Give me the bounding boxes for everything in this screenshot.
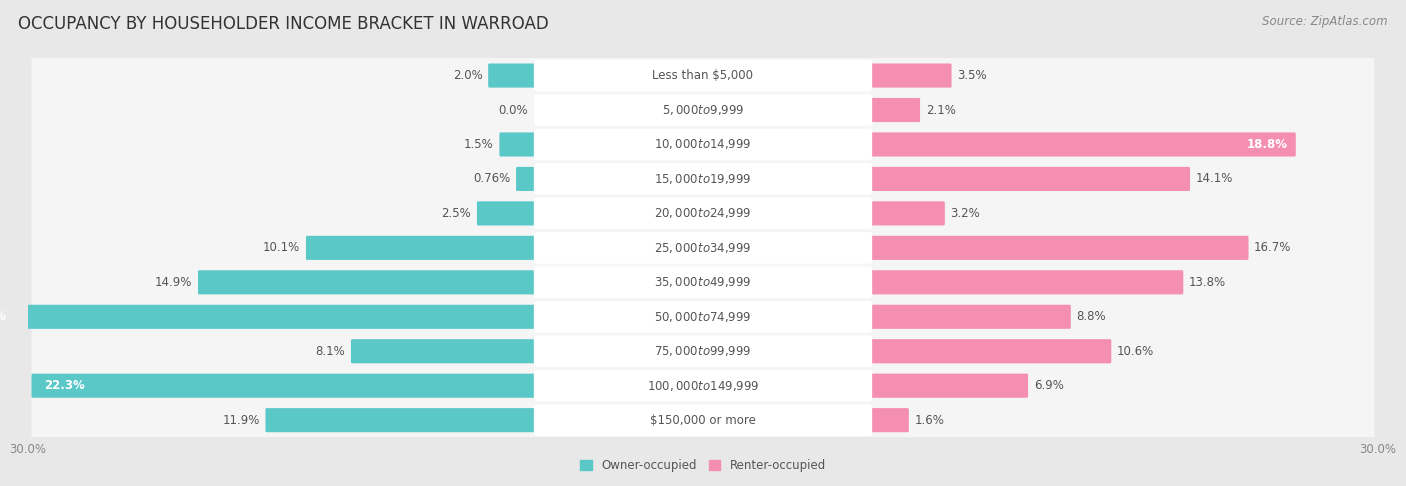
Text: $150,000 or more: $150,000 or more — [650, 414, 756, 427]
Text: $75,000 to $99,999: $75,000 to $99,999 — [654, 344, 752, 358]
FancyBboxPatch shape — [31, 227, 1375, 269]
FancyBboxPatch shape — [352, 339, 536, 364]
Text: 13.8%: 13.8% — [1189, 276, 1226, 289]
Text: $10,000 to $14,999: $10,000 to $14,999 — [654, 138, 752, 152]
FancyBboxPatch shape — [870, 305, 1071, 329]
Text: $15,000 to $19,999: $15,000 to $19,999 — [654, 172, 752, 186]
FancyBboxPatch shape — [870, 167, 1189, 191]
Text: 0.0%: 0.0% — [498, 104, 527, 117]
Text: $20,000 to $24,999: $20,000 to $24,999 — [654, 207, 752, 220]
FancyBboxPatch shape — [31, 330, 1375, 372]
FancyBboxPatch shape — [31, 374, 536, 398]
FancyBboxPatch shape — [534, 163, 872, 195]
FancyBboxPatch shape — [870, 98, 920, 122]
Text: Source: ZipAtlas.com: Source: ZipAtlas.com — [1263, 15, 1388, 28]
Text: OCCUPANCY BY HOUSEHOLDER INCOME BRACKET IN WARROAD: OCCUPANCY BY HOUSEHOLDER INCOME BRACKET … — [18, 15, 548, 33]
Text: $50,000 to $74,999: $50,000 to $74,999 — [654, 310, 752, 324]
FancyBboxPatch shape — [198, 270, 536, 295]
FancyBboxPatch shape — [488, 64, 536, 87]
Text: 1.6%: 1.6% — [914, 414, 945, 427]
Text: Less than $5,000: Less than $5,000 — [652, 69, 754, 82]
FancyBboxPatch shape — [534, 335, 872, 367]
FancyBboxPatch shape — [31, 261, 1375, 303]
FancyBboxPatch shape — [534, 60, 872, 91]
Text: $5,000 to $9,999: $5,000 to $9,999 — [662, 103, 744, 117]
FancyBboxPatch shape — [307, 236, 536, 260]
Text: 2.5%: 2.5% — [441, 207, 471, 220]
FancyBboxPatch shape — [31, 55, 1375, 96]
FancyBboxPatch shape — [499, 132, 536, 156]
FancyBboxPatch shape — [516, 167, 536, 191]
FancyBboxPatch shape — [870, 408, 908, 432]
FancyBboxPatch shape — [534, 197, 872, 229]
FancyBboxPatch shape — [534, 129, 872, 160]
FancyBboxPatch shape — [870, 201, 945, 226]
FancyBboxPatch shape — [870, 374, 1028, 398]
Legend: Owner-occupied, Renter-occupied: Owner-occupied, Renter-occupied — [575, 454, 831, 477]
Text: 18.8%: 18.8% — [1247, 138, 1288, 151]
FancyBboxPatch shape — [870, 64, 952, 87]
Text: 10.6%: 10.6% — [1116, 345, 1154, 358]
FancyBboxPatch shape — [477, 201, 536, 226]
FancyBboxPatch shape — [0, 305, 536, 329]
Text: 8.8%: 8.8% — [1077, 310, 1107, 323]
FancyBboxPatch shape — [870, 132, 1296, 156]
FancyBboxPatch shape — [31, 193, 1375, 234]
Text: 3.5%: 3.5% — [957, 69, 987, 82]
FancyBboxPatch shape — [870, 236, 1249, 260]
Text: 14.9%: 14.9% — [155, 276, 193, 289]
Text: 10.1%: 10.1% — [263, 242, 301, 254]
Text: $25,000 to $34,999: $25,000 to $34,999 — [654, 241, 752, 255]
FancyBboxPatch shape — [534, 404, 872, 436]
Text: 6.9%: 6.9% — [1033, 379, 1063, 392]
FancyBboxPatch shape — [534, 266, 872, 298]
Text: 2.1%: 2.1% — [925, 104, 956, 117]
FancyBboxPatch shape — [534, 370, 872, 401]
FancyBboxPatch shape — [31, 365, 1375, 406]
FancyBboxPatch shape — [534, 94, 872, 126]
Text: $35,000 to $49,999: $35,000 to $49,999 — [654, 276, 752, 289]
FancyBboxPatch shape — [31, 89, 1375, 131]
Text: 25.8%: 25.8% — [0, 310, 6, 323]
FancyBboxPatch shape — [534, 232, 872, 264]
Text: 16.7%: 16.7% — [1254, 242, 1292, 254]
Text: 11.9%: 11.9% — [222, 414, 260, 427]
Text: 2.0%: 2.0% — [453, 69, 482, 82]
Text: 1.5%: 1.5% — [464, 138, 494, 151]
FancyBboxPatch shape — [31, 399, 1375, 441]
FancyBboxPatch shape — [31, 158, 1375, 200]
FancyBboxPatch shape — [534, 301, 872, 332]
Text: 0.76%: 0.76% — [474, 173, 510, 186]
FancyBboxPatch shape — [870, 339, 1111, 364]
Text: 14.1%: 14.1% — [1195, 173, 1233, 186]
FancyBboxPatch shape — [266, 408, 536, 432]
FancyBboxPatch shape — [31, 124, 1375, 165]
Text: 22.3%: 22.3% — [44, 379, 84, 392]
Text: 8.1%: 8.1% — [315, 345, 346, 358]
Text: 3.2%: 3.2% — [950, 207, 980, 220]
FancyBboxPatch shape — [870, 270, 1184, 295]
Text: $100,000 to $149,999: $100,000 to $149,999 — [647, 379, 759, 393]
FancyBboxPatch shape — [31, 296, 1375, 337]
